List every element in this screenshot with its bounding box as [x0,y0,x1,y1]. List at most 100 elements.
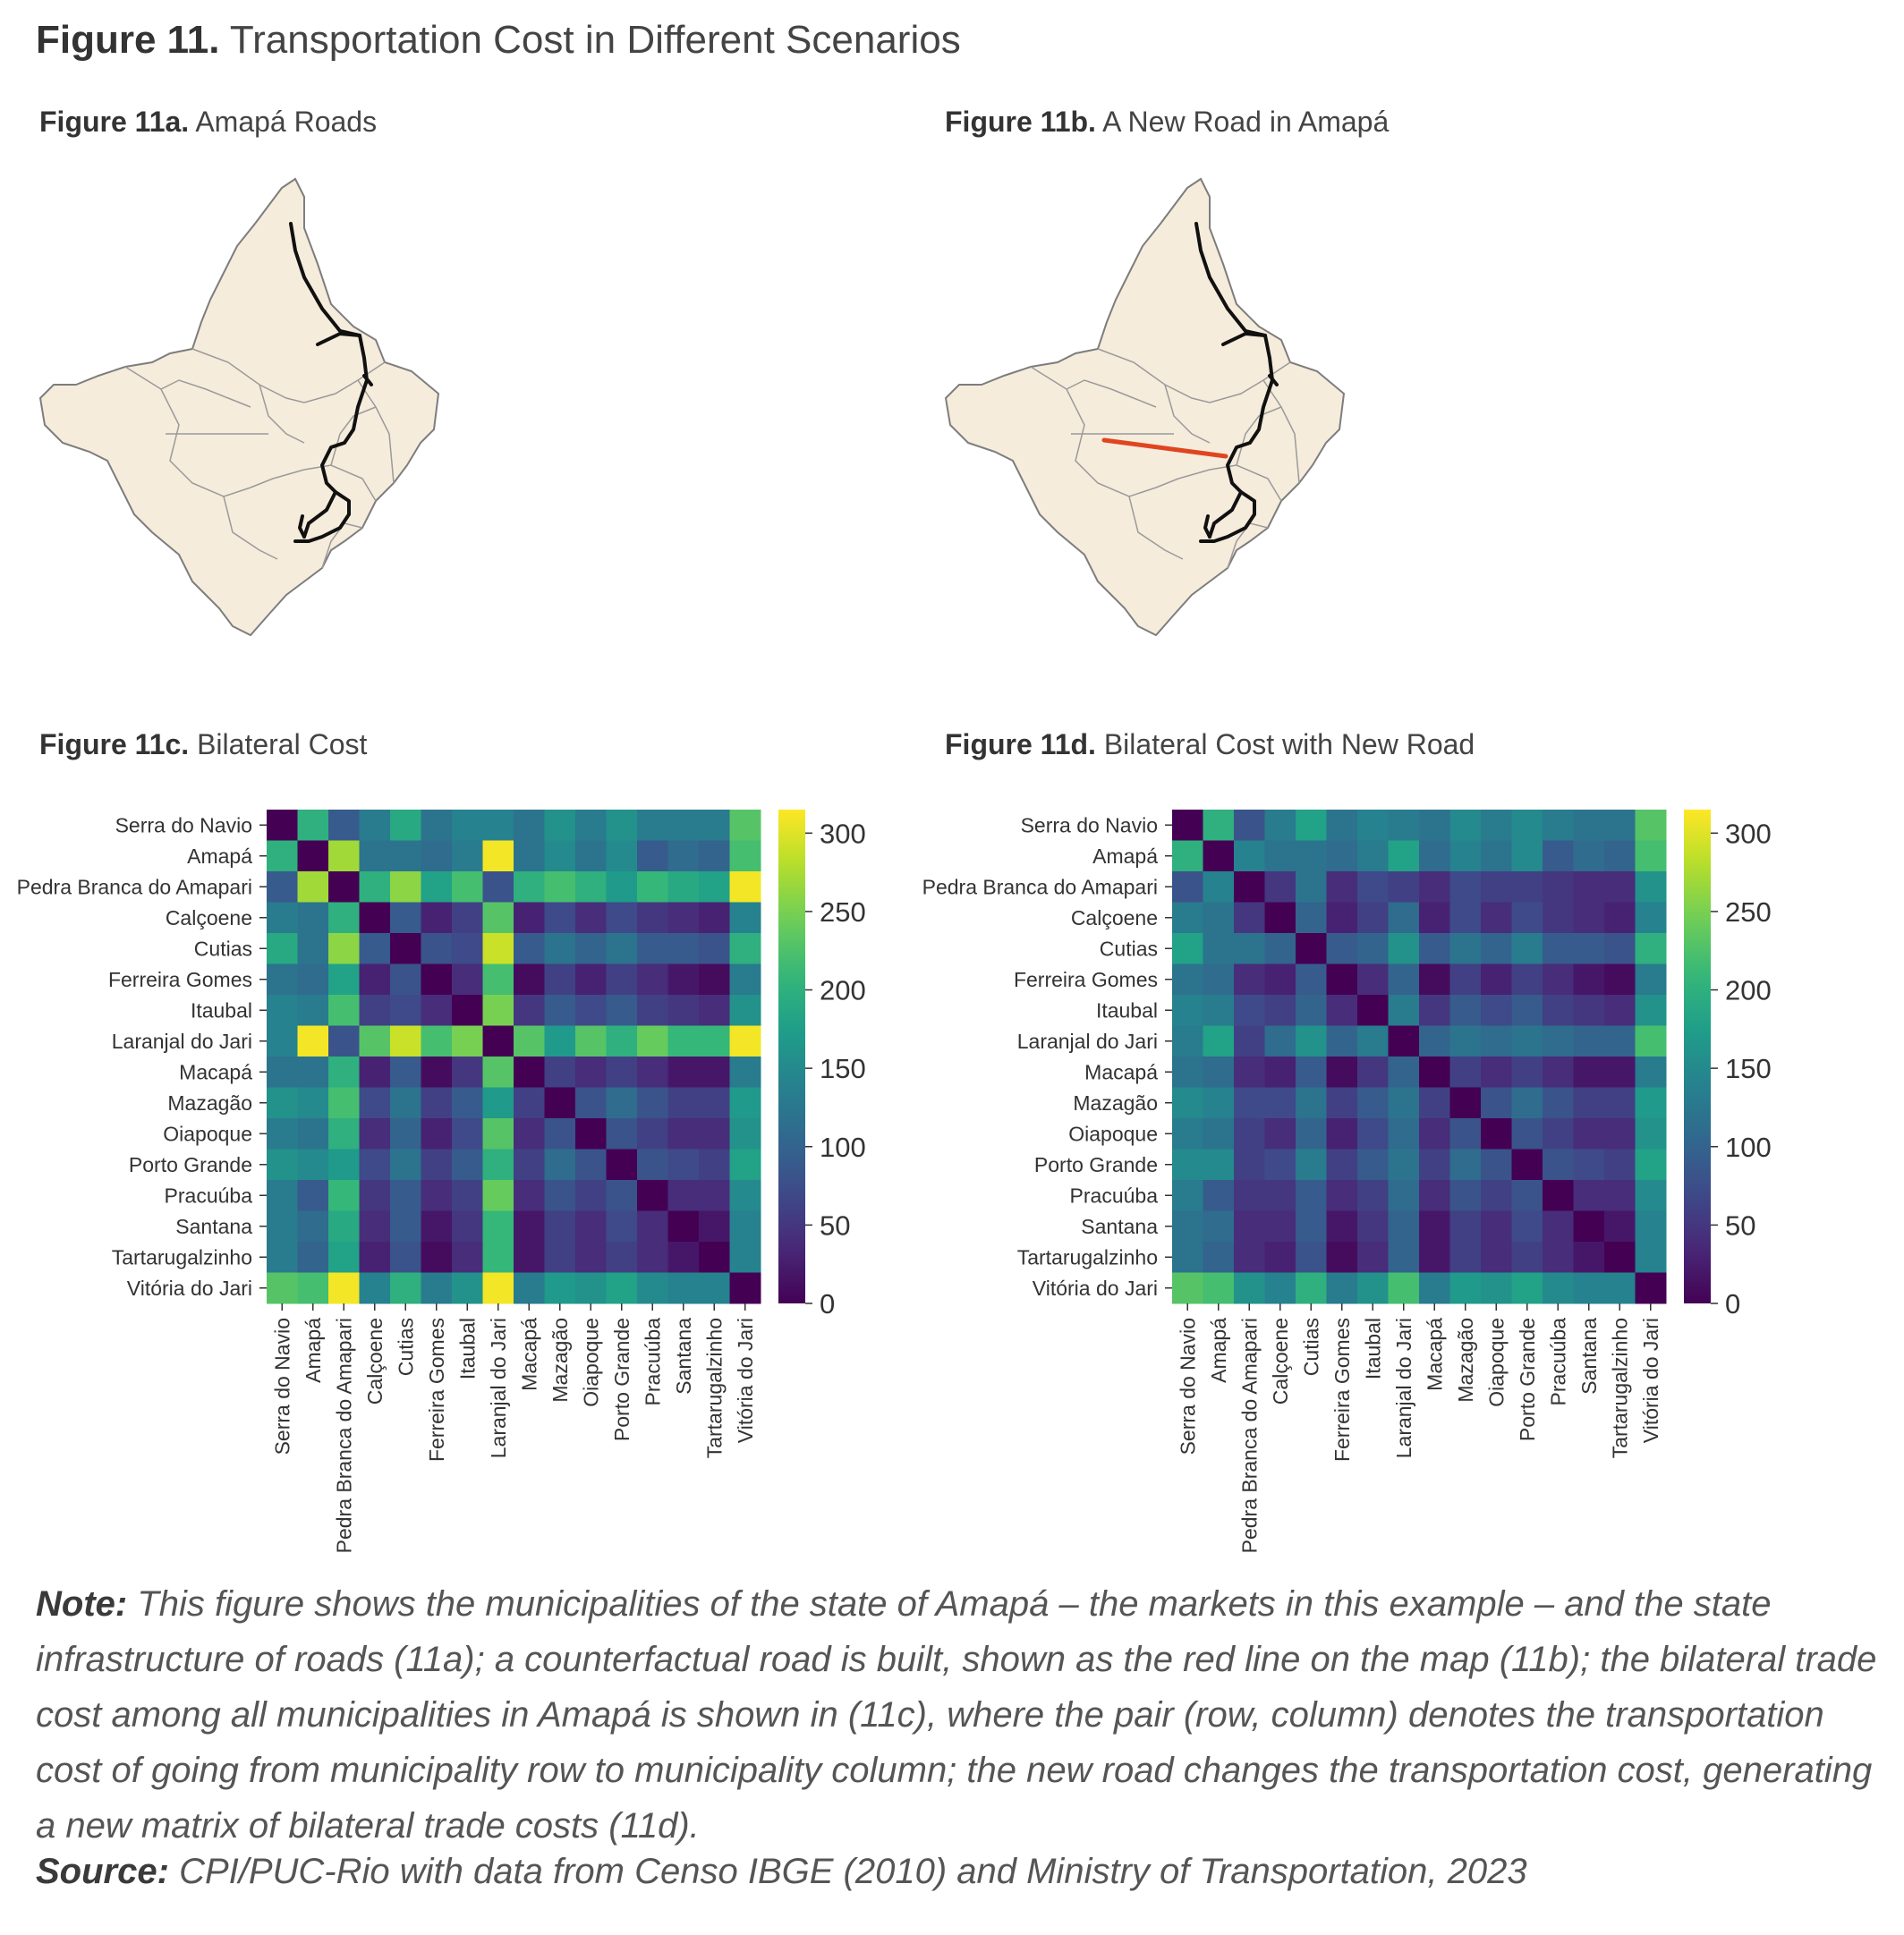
col-label: Cutias [1299,1318,1322,1376]
heatmap-cell [1604,840,1636,872]
heatmap-cell [1234,1118,1265,1150]
heatmap-cell [667,871,700,903]
colorbar-tick-label: 0 [820,1288,835,1320]
heatmap-cell [1573,840,1605,872]
heatmap-cell [390,963,421,996]
heatmap-cell [1449,810,1482,841]
heatmap-cell [514,810,545,841]
heatmap-cell [1388,995,1420,1026]
col-label: Oiapoque [1484,1318,1508,1407]
heatmap-cell [1326,810,1358,841]
heatmap-cell [1388,963,1420,996]
heatmap-cell [328,1057,360,1088]
heatmap-cell [482,1025,514,1057]
heatmap-cell [637,871,668,903]
heatmap-cell [421,1180,453,1211]
heatmap-cell [1296,871,1327,903]
heatmap-cell [1635,1118,1667,1150]
heatmap-cell [1543,963,1574,996]
heatmap-cell [1543,1242,1574,1273]
heatmap-cell [514,995,545,1026]
heatmap-cell [267,1118,298,1150]
heatmap-cell [1357,840,1389,872]
colorbar-tick-label: 50 [820,1209,850,1241]
heatmap-cell [1234,995,1265,1026]
heatmap-cell [1264,1210,1296,1243]
heatmap-cell [297,1025,329,1057]
heatmap-cell [1357,1087,1389,1119]
heatmap-cell [328,1272,360,1304]
heatmap-cell [1172,1025,1203,1057]
heatmap-cell [514,902,545,934]
heatmap-cell [1481,1057,1512,1088]
heatmap-cell [1449,871,1482,903]
heatmap-cell [1511,1242,1543,1273]
heatmap-cell [667,963,700,996]
heatmap-cell [1296,810,1327,841]
heatmap-cell [1635,963,1667,996]
heatmap-cell [544,1180,576,1211]
heatmap-cell [637,995,668,1026]
heatmap-cell [1635,1242,1667,1273]
heatmap-cell [267,810,298,841]
heatmap-cell [1172,1242,1203,1273]
heatmap-cell [482,840,514,872]
heatmap-cell [699,933,730,964]
heatmap-cell [482,871,514,903]
heatmap-cell [1234,933,1265,964]
heatmap-cell [699,1242,730,1273]
heatmap-cell [421,1025,453,1057]
row-label: Serra do Navio [1021,813,1158,836]
heatmap-cell [575,1180,607,1211]
heatmap-cell [452,1118,483,1150]
heatmap-cell [1511,1025,1543,1057]
heatmap-cell [667,1242,700,1273]
heatmap-cell [1419,963,1450,996]
heatmap-cell [390,1242,421,1273]
heatmap-cell [1234,1087,1265,1119]
heatmap-cell [1543,995,1574,1026]
heatmap-cell [1604,1272,1636,1304]
heatmap-cell [1543,1272,1574,1304]
heatmap-cell [359,1118,391,1150]
row-label: Oiapoque [1068,1122,1158,1145]
heatmap-cell [297,1057,329,1088]
heatmap-cell [1543,1149,1574,1181]
heatmap-cell [390,1087,421,1119]
heatmap-cell [1635,1180,1667,1211]
col-label: Amapá [302,1318,325,1383]
heatmap-cell [544,871,576,903]
heatmap-cell [1172,840,1203,872]
heatmap-cell [1357,1180,1389,1211]
heatmap-cell [1172,810,1203,841]
heatmap-cell [1326,1057,1358,1088]
heatmap-cell [1604,963,1636,996]
heatmap-cell [452,1272,483,1304]
heatmap-cell [297,995,329,1026]
heatmap-cell [1511,1118,1543,1150]
heatmap-cell [359,810,391,841]
heatmap-cell [1573,810,1605,841]
heatmap-cell [1172,1210,1203,1243]
heatmap-cell [452,840,483,872]
heatmap-cell [390,933,421,964]
heatmap-cell [729,963,761,996]
heatmap-cell [1543,840,1574,872]
heatmap-cell [1419,1118,1450,1150]
heatmap-cell [606,1210,638,1243]
heatmap-cell [390,840,421,872]
heatmap-cell [328,810,360,841]
row-label: Porto Grande [129,1153,252,1176]
figure-title: Figure 11. Transportation Cost in Differ… [36,18,961,62]
heatmap-cell [514,1210,545,1243]
heatmap-cell [1326,963,1358,996]
heatmap-cell [1511,1087,1543,1119]
heatmap-cell [699,1087,730,1119]
heatmap-cell [1296,995,1327,1026]
heatmap-cell [729,1210,761,1243]
heatmap-cell [359,1087,391,1119]
colorbar-tick-label: 100 [1725,1132,1772,1163]
heatmap-cell [267,902,298,934]
heatmap-cell [1203,871,1235,903]
col-label: Calçoene [363,1318,387,1405]
